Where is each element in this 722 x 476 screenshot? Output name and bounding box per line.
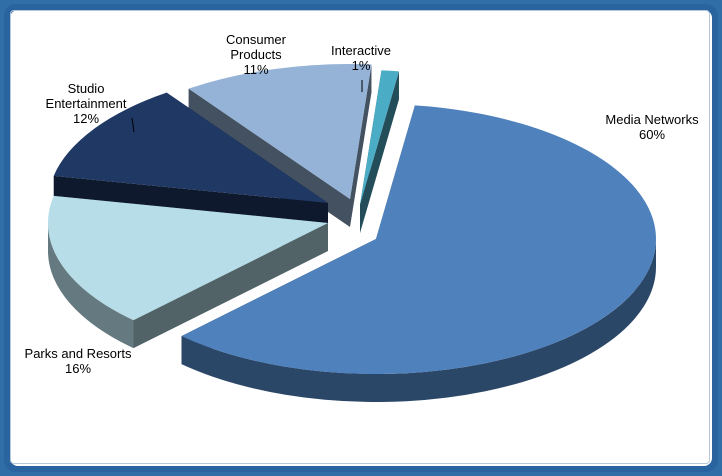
pie-slice-side	[181, 239, 656, 402]
pie-slice-top	[53, 92, 328, 203]
slices-layer	[48, 64, 656, 402]
pie-slice-parks-and-resorts	[48, 195, 329, 349]
leader-line-studio-entertainment	[131, 117, 135, 133]
pie-slice-top	[48, 195, 329, 321]
labels-layer: Media Networks 60% Parks and Resorts 16% Stu…	[25, 32, 700, 376]
pie-slice-wall	[360, 71, 399, 233]
data-label-media-networks: Media Networks 60%	[605, 112, 699, 142]
pie-slice-wall	[133, 223, 328, 349]
pie-slice-top	[181, 105, 656, 374]
data-label-consumer-products: Consumer Products 11%	[226, 32, 287, 77]
pie-slice-top	[360, 70, 399, 205]
data-label-interactive: Interactive 1%	[331, 43, 391, 73]
pie-slice-top	[188, 64, 372, 199]
pie-slice-interactive	[360, 70, 399, 233]
data-label-studio-entertainment: Studio Entertainment 12%	[46, 81, 127, 126]
pie-slice-media-networks	[181, 105, 656, 402]
data-label-parks-and-resorts: Parks and Resorts 16%	[25, 346, 132, 376]
pie-slice-wall	[350, 64, 372, 227]
pie-slice-side	[48, 223, 134, 349]
